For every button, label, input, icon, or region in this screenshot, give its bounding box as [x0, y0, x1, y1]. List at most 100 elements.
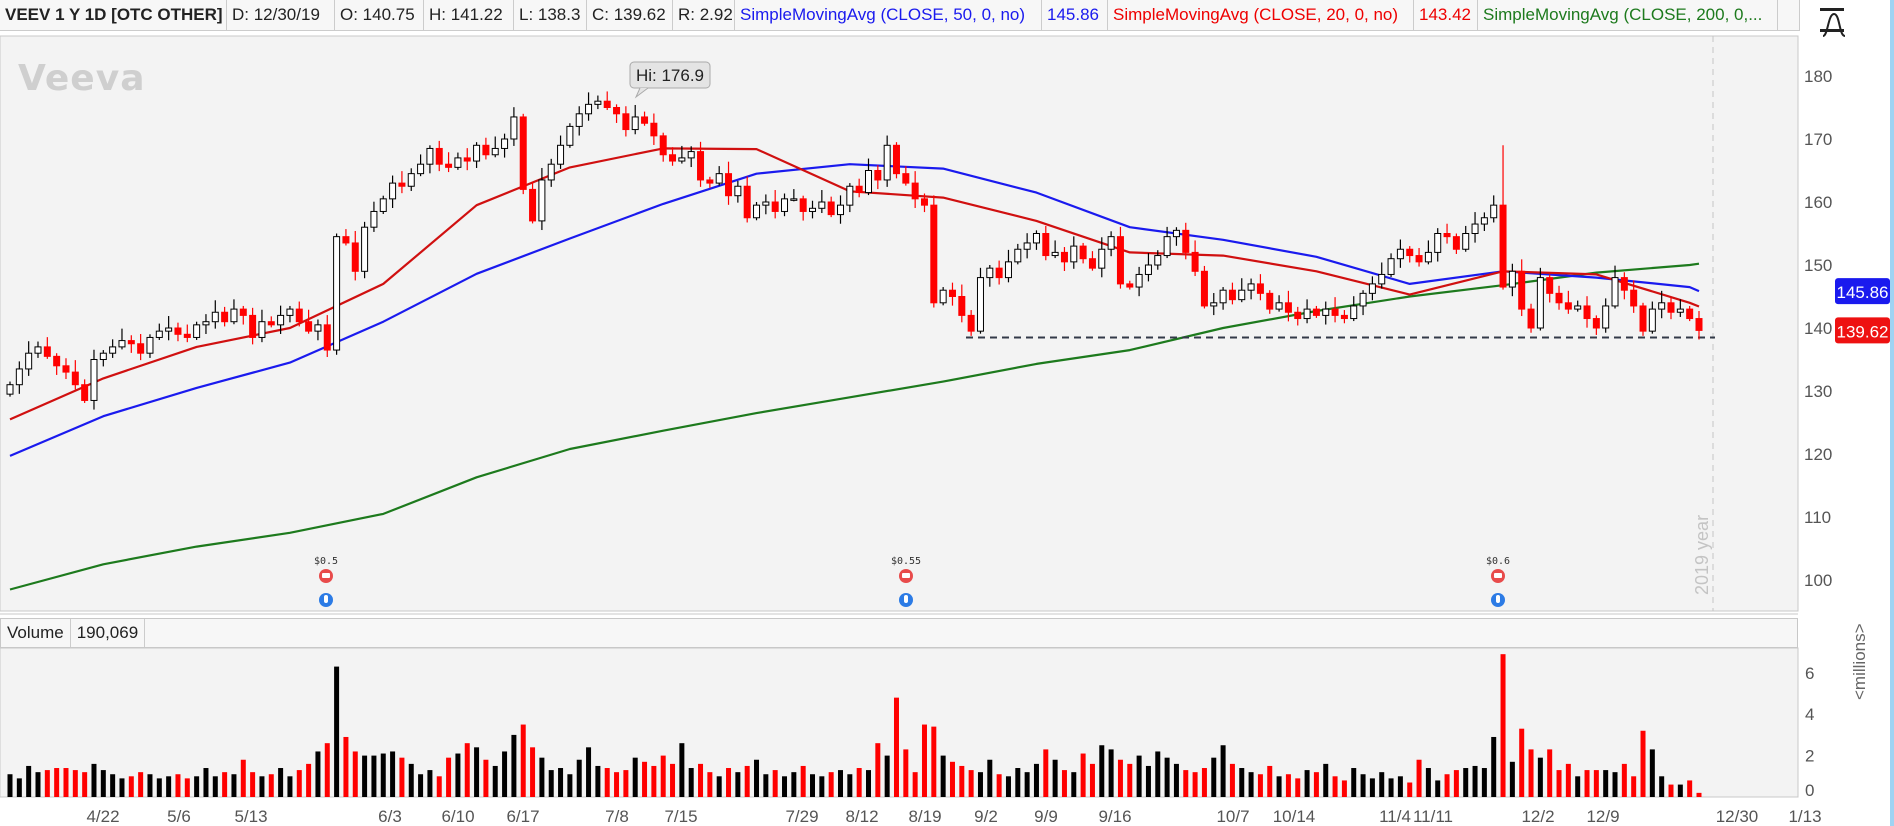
candle — [1256, 274, 1264, 301]
studies-icon[interactable] — [1814, 4, 1854, 44]
veeva-logo: Veeva — [18, 58, 145, 99]
candle-body — [669, 154, 677, 162]
candle-body — [948, 289, 956, 298]
volume-bar — [26, 765, 32, 797]
volume-bar — [1071, 772, 1077, 797]
volume-bar — [436, 776, 442, 797]
candle — [1452, 233, 1460, 254]
info-bulb-icon — [319, 593, 333, 607]
volume-bar — [147, 774, 153, 797]
candle-body — [258, 321, 266, 338]
volume-bar — [502, 751, 508, 797]
candle-body — [109, 346, 117, 354]
candle-body — [976, 277, 984, 332]
volume-bar — [847, 774, 853, 797]
candle — [687, 146, 695, 168]
volume-bar — [1248, 772, 1254, 797]
sma20-study-label[interactable]: SimpleMovingAvg (CLOSE, 20, 0, no) — [1108, 0, 1414, 30]
candle-body — [659, 135, 667, 156]
volume-bar — [408, 763, 414, 797]
volume-bar — [1631, 776, 1637, 797]
candle — [1611, 265, 1619, 309]
candle — [1406, 246, 1414, 263]
volume-bar — [707, 772, 713, 797]
symbol-label[interactable]: VEEV 1 Y 1D [OTC OTHER] — [0, 0, 227, 30]
sma20-value: 143.42 — [1414, 0, 1478, 30]
candle-body — [1648, 308, 1656, 332]
candle-body — [482, 144, 490, 156]
sma200-study-label[interactable]: SimpleMovingAvg (CLOSE, 200, 0,... — [1478, 0, 1778, 30]
candle-body — [1004, 261, 1012, 279]
date-tick-label: 12/30 — [1716, 807, 1759, 826]
high-tooltip: Hi: 176.9 — [629, 61, 711, 99]
date-tick-label: 11/4 — [1379, 807, 1411, 826]
candle-body — [435, 147, 443, 165]
volume-bar — [371, 755, 377, 797]
candle — [463, 148, 471, 171]
candle — [183, 324, 191, 343]
candle — [99, 350, 107, 367]
candle — [1378, 262, 1386, 289]
candle — [71, 360, 79, 390]
candle-body — [687, 151, 695, 159]
volume-tick-label: 4 — [1805, 705, 1814, 724]
volume-bar — [1425, 768, 1431, 797]
candle-body — [1499, 204, 1507, 288]
candle — [445, 152, 453, 173]
volume-bar — [1360, 774, 1366, 797]
candle — [575, 106, 583, 136]
candle-body — [1378, 273, 1386, 285]
candle-body — [1639, 305, 1647, 332]
dividend-label: $0.6 — [1486, 556, 1510, 567]
candle — [1359, 290, 1367, 316]
sma50-study-label[interactable]: SimpleMovingAvg (CLOSE, 50, 0, no) — [735, 0, 1042, 30]
candle — [1396, 239, 1404, 268]
candle-body — [892, 144, 900, 175]
candle-body — [501, 138, 509, 149]
candle — [473, 142, 481, 168]
volume-bar — [1388, 778, 1394, 797]
candle — [1499, 145, 1507, 290]
candle-body — [286, 308, 294, 316]
candle-body — [426, 147, 434, 165]
candle — [25, 341, 33, 376]
volume-bar — [1192, 772, 1198, 797]
candle — [706, 176, 714, 188]
volume-bar — [800, 765, 806, 797]
candle — [1424, 240, 1432, 265]
candle-body — [454, 157, 462, 168]
volume-bar — [1052, 759, 1058, 797]
volume-bar — [968, 770, 974, 797]
candle-body — [1555, 292, 1563, 304]
candle-body — [725, 173, 733, 197]
candle — [1051, 240, 1059, 259]
candle-body — [575, 113, 583, 127]
candle — [734, 180, 742, 203]
volume-bar — [949, 761, 955, 797]
candle — [146, 334, 154, 358]
volume-bar — [138, 772, 144, 797]
volume-bar — [231, 774, 237, 797]
volume-bar — [1015, 768, 1021, 797]
candle-body — [1480, 217, 1488, 225]
date-tick-label: 9/2 — [974, 807, 998, 826]
candle-body — [1527, 308, 1535, 329]
volume-bar — [1211, 757, 1217, 797]
candle-body — [958, 296, 966, 316]
volume-bar — [1397, 776, 1403, 797]
candle — [930, 195, 938, 308]
candle-body — [613, 107, 621, 115]
volume-label[interactable]: Volume — [1, 619, 71, 647]
volume-bar — [1659, 776, 1665, 797]
candle-body — [1256, 283, 1264, 294]
candle — [1471, 212, 1479, 243]
date-tick-label: 11/11 — [1413, 807, 1453, 826]
candle — [1294, 306, 1302, 326]
volume-bar — [16, 778, 22, 797]
candle-body — [90, 359, 98, 401]
candle — [1060, 247, 1068, 271]
candle — [1228, 282, 1236, 305]
candle-body — [407, 173, 415, 187]
candle — [603, 91, 611, 111]
